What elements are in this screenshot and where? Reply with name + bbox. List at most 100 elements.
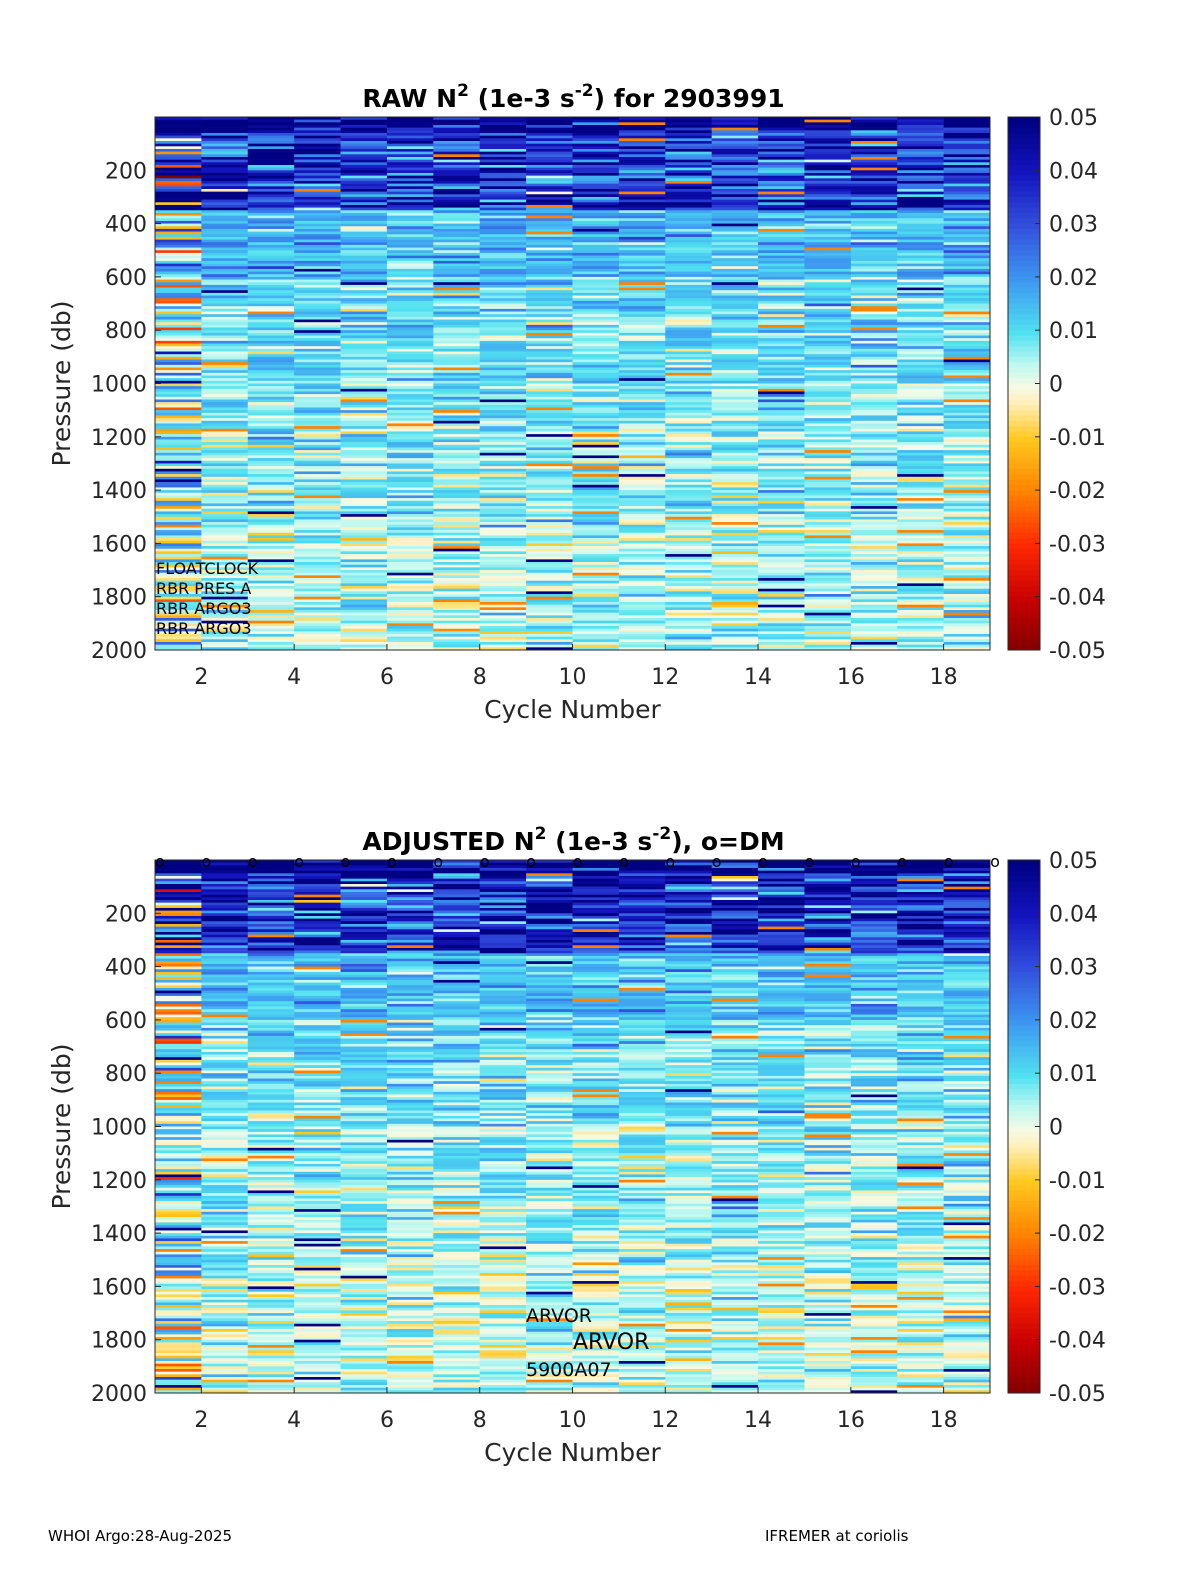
heatmap-cell (433, 370, 481, 374)
heatmap-cell (294, 335, 341, 339)
heatmap-cell (665, 292, 712, 296)
heatmap-cell (479, 575, 527, 579)
heatmap-cell (155, 527, 202, 531)
heatmap-cell (294, 1289, 341, 1293)
heatmap-cell (294, 1086, 341, 1090)
heatmap-cell (897, 396, 944, 400)
heatmap-cell (943, 239, 991, 243)
colorbar-segment (1008, 191, 1040, 198)
heatmap-cell (711, 482, 759, 486)
heatmap-cell (386, 910, 434, 914)
heatmap-cell (804, 148, 852, 152)
heatmap-cell (247, 474, 295, 478)
heatmap-cell (294, 164, 341, 168)
heatmap-cell (618, 268, 666, 272)
heatmap-cell (665, 172, 712, 176)
heatmap-cell (386, 631, 434, 635)
heatmap-cell (618, 316, 666, 320)
heatmap-cell (386, 902, 434, 906)
heatmap-cell (850, 378, 898, 382)
heatmap-cell (340, 639, 388, 643)
heatmap-cell (340, 316, 388, 320)
heatmap-cell (294, 1355, 341, 1359)
heatmap-cell (294, 527, 341, 531)
heatmap-cell (294, 428, 341, 432)
heatmap-cell (479, 426, 527, 430)
heatmap-cell (618, 636, 666, 640)
heatmap-cell (155, 1107, 202, 1111)
heatmap-cell (247, 215, 295, 219)
heatmap-cell (572, 404, 620, 408)
heatmap-cell (479, 506, 527, 510)
heatmap-cell (526, 332, 573, 336)
heatmap-cell (201, 322, 249, 326)
heatmap-cell (294, 939, 341, 943)
heatmap-cell (897, 626, 944, 629)
heatmap-cell (247, 447, 295, 451)
heatmap-cell (618, 612, 666, 616)
heatmap-cell (294, 404, 341, 408)
heatmap-cell (155, 159, 202, 163)
heatmap-cell (943, 117, 991, 120)
heatmap-cell (479, 242, 527, 246)
heatmap-cell (850, 439, 898, 443)
heatmap-cell (897, 183, 944, 187)
heatmap-cell (386, 271, 434, 275)
heatmap-cell (850, 426, 898, 430)
heatmap-cell (294, 1169, 341, 1173)
heatmap-cell (618, 410, 666, 414)
heatmap-cell (479, 514, 527, 518)
heatmap-cell (294, 628, 341, 632)
heatmap-cell (201, 343, 249, 347)
heatmap-cell (897, 567, 944, 571)
heatmap-cell (758, 599, 805, 603)
heatmap-cell (201, 311, 249, 315)
heatmap-cell (294, 548, 341, 552)
heatmap-cell (758, 199, 805, 203)
heatmap-cell (294, 1171, 341, 1175)
heatmap-cell (618, 519, 666, 523)
heatmap-cell (943, 538, 991, 542)
heatmap-cell (897, 300, 944, 304)
heatmap-cell (340, 522, 388, 526)
heatmap-cell (850, 311, 898, 315)
heatmap-cell (386, 1177, 434, 1181)
heatmap-cell (340, 926, 388, 930)
heatmap-cell (433, 338, 481, 342)
heatmap-cell (386, 897, 434, 901)
heatmap-cell (804, 260, 852, 264)
heatmap-cell (386, 492, 434, 496)
heatmap-cell (758, 506, 805, 510)
heatmap-cell (340, 1217, 388, 1221)
heatmap-cell (155, 867, 202, 871)
heatmap-cell (943, 375, 991, 379)
heatmap-cell (479, 191, 527, 195)
heatmap-cell (340, 586, 388, 590)
heatmap-cell (386, 1142, 434, 1146)
heatmap-cell (897, 431, 944, 435)
heatmap-cell (804, 484, 852, 488)
heatmap-cell (711, 386, 759, 390)
heatmap-cell (618, 647, 666, 651)
heatmap-cell (758, 484, 805, 488)
heatmap-cell (340, 607, 388, 611)
heatmap-cell (804, 138, 852, 142)
heatmap-cell (711, 148, 759, 152)
heatmap-cell (340, 1094, 388, 1098)
heatmap-cell (572, 154, 620, 158)
heatmap-cell (340, 372, 388, 376)
heatmap-cell (897, 636, 944, 640)
heatmap-cell (247, 1371, 295, 1375)
heatmap-cell (247, 1099, 295, 1103)
heatmap-cell (618, 607, 666, 611)
heatmap-cell (155, 1086, 202, 1090)
heatmap-cell (897, 354, 944, 358)
heatmap-cell (294, 1161, 341, 1165)
heatmap-cell (943, 452, 991, 456)
heatmap-cell (201, 284, 249, 288)
heatmap-cell (665, 252, 712, 256)
chart-raw: 2 4 6 8 10 12 14 16 1820040060080010001200140016… (47, 81, 1106, 724)
heatmap-cell (386, 426, 434, 430)
heatmap-cell (155, 1369, 202, 1372)
heatmap-cell (572, 535, 620, 539)
